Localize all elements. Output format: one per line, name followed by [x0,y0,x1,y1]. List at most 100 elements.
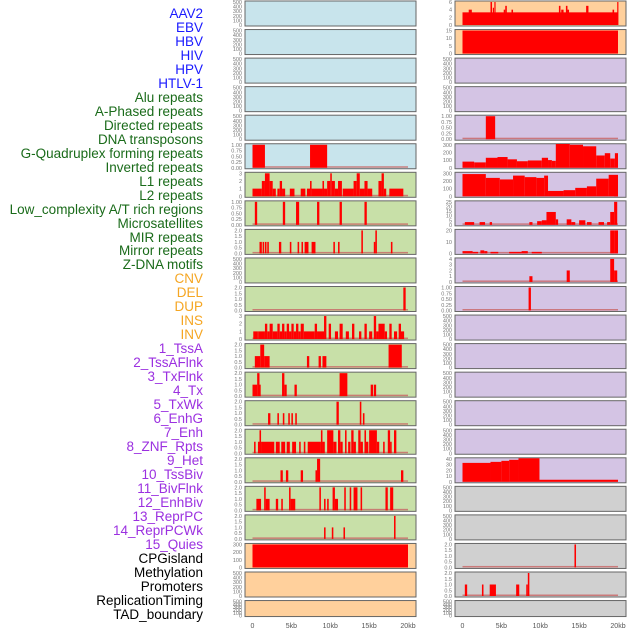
coverage-bar [394,331,398,340]
panel-background [454,400,627,427]
baseline [252,223,408,225]
coverage-bar [288,413,290,425]
y-tick-label: 0.00 [441,137,452,143]
track-label: HIV [180,47,203,63]
coverage-bar [375,230,377,254]
coverage-bar [607,222,611,225]
track-label: Low_complexity A/T rich regions [9,201,203,217]
y-tick-label: 100 [233,589,242,595]
y-tick-label: 300 [443,66,452,72]
track-label: 1_TssA [158,341,203,357]
coverage-bar [307,441,321,454]
y-tick-label: 3 [449,263,452,269]
y-tick-label: 200 [443,528,452,534]
coverage-bar [516,161,528,168]
y-tick-label: 0 [449,194,452,200]
coverage-bar [339,323,343,340]
y-tick-label: 0 [449,337,452,343]
coverage-bar [340,441,343,454]
y-tick-label: 1.0 [234,354,242,360]
y-tick-label: 0.0 [234,451,242,457]
coverage-bar [282,413,285,425]
coverage-bar [537,221,542,225]
track-panel: 0.00.51.01.52.0 [234,400,417,429]
y-tick-label: 400 [443,90,452,96]
y-tick-label: 0.75 [231,206,242,212]
coverage-bar [555,143,570,168]
y-tick-label: 6 [449,0,452,6]
coverage-bar [462,161,475,168]
y-tick-label: 1.5 [234,291,242,297]
track-panel: 0.00.51.01.52.0 [234,371,417,400]
y-tick-label: 100 [233,18,242,24]
y-tick-label: 500 [233,600,242,606]
y-tick-label: 1.0 [234,440,242,446]
coverage-bar [464,584,468,596]
coverage-bar [586,222,592,225]
panel-background [454,514,627,541]
y-tick-label: 400 [233,119,242,125]
y-tick-label: 1 [449,274,452,280]
y-tick-label: 0 [449,423,452,429]
track-label: DUP [174,299,203,315]
coverage-bar [398,323,402,340]
coverage-bar [490,461,502,482]
coverage-bar [567,9,570,25]
panel-background [244,114,417,141]
y-tick-label: 300 [443,495,452,501]
y-tick-label: 500 [443,343,452,349]
y-tick-label: 0 [449,366,452,372]
baseline [462,309,618,311]
y-tick-label: 0.0 [234,508,242,514]
coverage-bar [296,323,299,340]
coverage-bar [289,331,292,340]
y-tick-label: 100 [443,158,452,164]
coverage-bar [566,270,570,282]
y-tick-label: 400 [233,90,242,96]
y-tick-label: 100 [443,187,452,193]
y-tick-label: 1.5 [234,348,242,354]
coverage-bar [282,323,285,340]
coverage-bar [353,441,356,454]
coverage-bar [539,479,618,482]
coverage-bar [555,219,559,225]
y-tick-label: 0 [449,52,452,58]
track-label: Promoters [140,578,203,594]
coverage-bar [306,188,311,197]
y-tick-label: 0.0 [234,423,242,429]
coverage-bar [494,2,496,25]
y-tick-label: 500 [443,371,452,377]
x-tick-label: 15kb [572,623,587,630]
coverage-bar [318,356,321,368]
y-tick-label: 20 [446,468,452,474]
coverage-bar [531,251,542,254]
y-tick-label: 100 [233,611,242,617]
coverage-bar [334,498,339,511]
y-tick-label: 100 [443,611,452,617]
y-tick-label: 400 [443,347,452,353]
coverage-bar [529,222,533,225]
coverage-bar [492,7,495,25]
coverage-bar [345,331,349,340]
y-tick-label: 500 [443,428,452,434]
y-tick-label: 400 [443,62,452,68]
coverage-bar [345,430,347,454]
coverage-bar [565,5,568,25]
panel-background [244,343,417,370]
track-label: DEL [176,285,203,301]
y-tick-label: 30 [446,463,452,469]
y-tick-label: 15 [446,209,452,215]
coverage-bar [353,180,357,197]
coverage-bar [485,157,498,168]
y-tick-label: 0.00 [231,223,242,229]
coverage-bar [300,323,304,340]
coverage-bar [376,441,380,454]
y-tick-label: 10 [446,240,452,246]
track-label: 8_ZNF_Rpts [126,439,203,455]
